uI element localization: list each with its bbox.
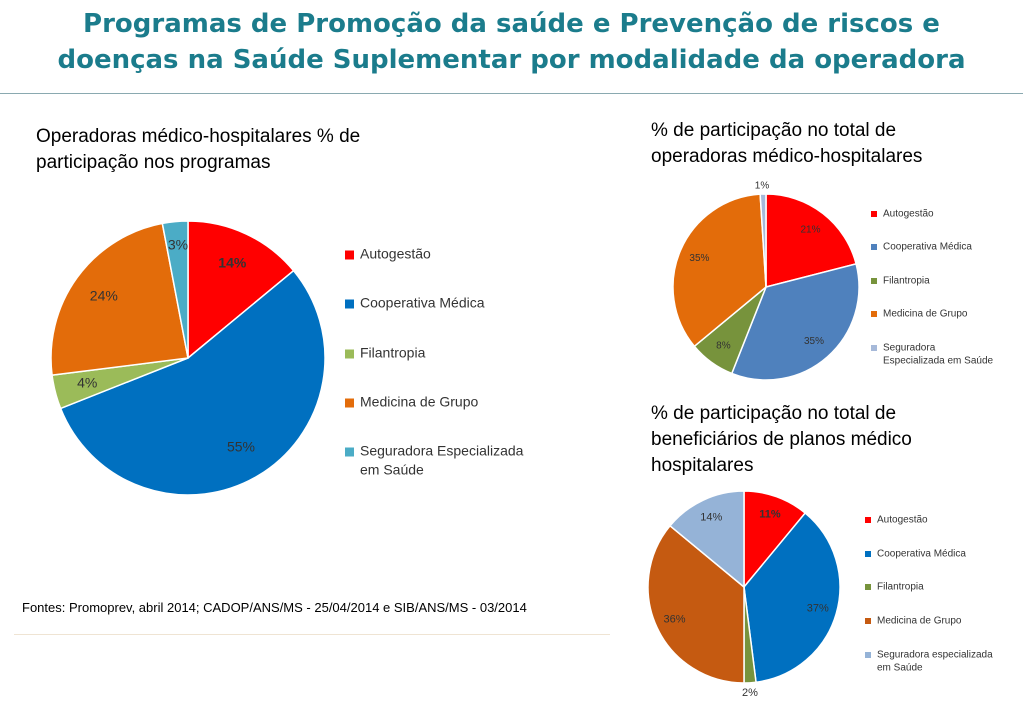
legend-swatch-2	[345, 299, 354, 309]
legend-2: Autogestão Cooperativa Médica Filantropia M…	[871, 209, 994, 367]
legend-swatch-4	[871, 311, 877, 317]
legend-label-1: Autogestão	[877, 515, 928, 526]
legend-swatch-5	[865, 652, 871, 658]
pie-slice-1	[187, 220, 295, 360]
pie-slice-5	[759, 193, 767, 288]
legend-1: Autogestão Cooperativa Médica Filantropia M…	[345, 246, 524, 478]
slice-label-5: 14%	[700, 511, 722, 523]
pie-chart-3: 11% 37% 2% 36% 14%	[647, 490, 841, 699]
page-title: Programas de Promoção da saúde e Prevenç…	[0, 6, 1023, 78]
pie-slice-4	[672, 193, 767, 348]
title-line-1: Programas de Promoção da saúde e Prevenç…	[83, 9, 940, 39]
legend-label-1: Autogestão	[360, 246, 431, 262]
slice-label-4: 36%	[663, 614, 685, 626]
slice-label-5: 3%	[168, 237, 188, 253]
legend-swatch-3	[865, 584, 871, 590]
pie-slice-1	[743, 490, 807, 590]
slice-label-2: 55%	[227, 438, 255, 454]
slice-label-4: 24%	[90, 288, 118, 304]
legend-3: Autogestão Cooperativa Médica Filantropia M…	[865, 515, 993, 674]
pie-slice-4	[50, 222, 189, 377]
legend-swatch-3	[871, 278, 877, 284]
legend-swatch-3	[345, 349, 354, 359]
slice-label-4: 35%	[689, 253, 709, 264]
legend-label-5: Seguradora especializada	[877, 650, 993, 661]
slice-label-3: 4%	[77, 375, 97, 391]
legend-swatch-2	[865, 551, 871, 557]
legend-label-4: Medicina de Grupo	[883, 309, 968, 320]
sources-note: Fontes: Promoprev, abril 2014; CADOP/ANS…	[22, 600, 527, 615]
footer-divider	[14, 634, 610, 635]
pie-slice-4	[647, 524, 745, 684]
slice-label-1: 11%	[759, 509, 781, 521]
pie-slice-2	[730, 262, 860, 381]
legend-label-5: em Saúde	[877, 663, 923, 674]
legend-label-5: em Saúde	[360, 462, 424, 478]
legend-swatch-4	[345, 398, 354, 408]
legend-label-3: Filantropia	[883, 276, 930, 287]
legend-swatch-4	[865, 618, 871, 624]
pie-slice-1	[765, 193, 857, 288]
title-line-2: doenças na Saúde Suplementar por modalid…	[57, 45, 966, 75]
legend-label-5: Seguradora Especializada	[360, 443, 524, 459]
slice-label-3: 8%	[716, 340, 731, 351]
chart-1-title: Operadoras médico-hospitalares % de part…	[36, 126, 361, 173]
legend-swatch-1	[871, 211, 877, 217]
slice-label-1: 14%	[218, 255, 247, 271]
legend-label-4: Medicina de Grupo	[877, 616, 962, 627]
legend-label-2: Cooperativa Médica	[883, 242, 972, 253]
slice-label-1: 21%	[800, 224, 820, 235]
legend-swatch-2	[871, 244, 877, 250]
slice-label-5: 1%	[755, 181, 770, 192]
chart-2-title: % de participação no total de operadoras…	[651, 120, 923, 167]
slice-label-2: 37%	[807, 602, 829, 614]
slice-label-3: 2%	[742, 687, 758, 699]
pie-slice-2	[59, 269, 326, 496]
legend-swatch-5	[871, 345, 877, 351]
legend-label-1: Autogestão	[883, 209, 934, 220]
pie-chart-2: 21% 35% 8% 35% 1%	[672, 181, 860, 381]
legend-swatch-1	[865, 517, 871, 523]
slice-label-2: 35%	[804, 336, 824, 347]
legend-label-5: Especializada em Saúde	[883, 356, 994, 367]
legend-label-3: Filantropia	[877, 582, 924, 593]
legend-label-3: Filantropia	[360, 345, 426, 361]
legend-swatch-1	[345, 250, 354, 260]
legend-label-2: Cooperativa Médica	[360, 295, 485, 311]
pie-slice-5	[161, 220, 189, 359]
pie-slice-5	[668, 490, 745, 589]
title-divider	[0, 93, 1023, 94]
pie-slice-2	[743, 511, 841, 684]
legend-label-5: Seguradora	[883, 343, 936, 354]
pie-chart-1: 14% 55% 4% 24% 3%	[50, 220, 326, 496]
chart-3-title: % de participação no total de beneficiár…	[651, 403, 912, 476]
legend-swatch-5	[345, 447, 354, 457]
legend-label-4: Medicina de Grupo	[360, 394, 479, 410]
legend-label-2: Cooperativa Médica	[877, 549, 966, 560]
